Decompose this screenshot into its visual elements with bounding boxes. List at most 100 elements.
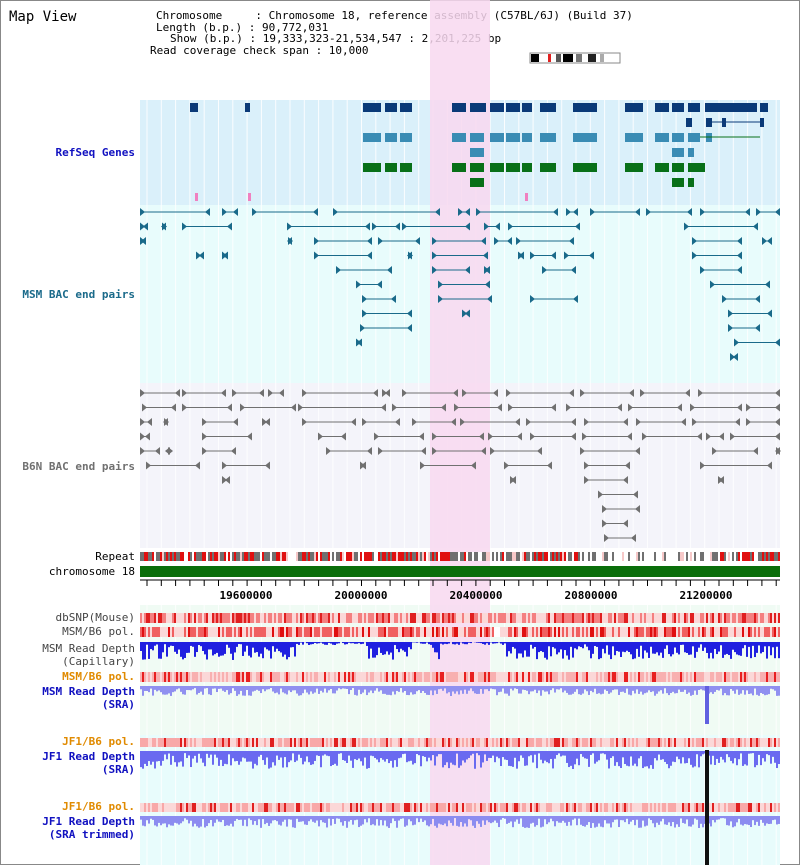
jf1-b6-strip — [276, 738, 278, 747]
jf1-sra-depth-bar — [452, 751, 454, 765]
msm-capillary-depth-bar — [156, 642, 158, 645]
jf1-trim-depth-bar — [394, 816, 396, 822]
dbsnp-strip — [420, 613, 422, 623]
msm-sra-depth-bar — [564, 686, 566, 691]
dbsnp-strip — [284, 613, 286, 623]
repeat-block — [428, 552, 430, 561]
msm-capillary-depth-bar — [680, 642, 682, 645]
msm-b6-sra-strip — [580, 672, 582, 682]
msm-b6-sra-strip — [646, 672, 648, 682]
msm-capillary-depth-bar — [268, 642, 270, 651]
dbsnp-strip — [244, 613, 246, 623]
jf1-b6-trim-strip — [552, 803, 554, 812]
msm-sra-depth-bar — [728, 686, 730, 696]
jf1-trim-depth-bar — [206, 816, 208, 827]
msm-bac-pairs[interactable] — [140, 208, 780, 361]
msm-capillary-depth-bar — [500, 642, 502, 644]
repeat-block — [646, 552, 648, 561]
msm-sra-depth-bar — [770, 686, 772, 689]
jf1-trim-depth-bar — [282, 816, 284, 822]
b6n-bac-end — [471, 461, 476, 470]
repeat-block — [664, 552, 666, 561]
jf1-trim-depth-bar — [496, 816, 498, 823]
msm-b6-sra-strip — [540, 672, 542, 682]
jf1-b6-trim-strip — [656, 803, 658, 812]
msm-sra-depth-bar — [674, 686, 676, 694]
gene-exon — [625, 103, 643, 112]
chromosome-ideogram[interactable] — [529, 52, 621, 64]
msm-b6-strip — [460, 627, 462, 637]
msm-b6-strip — [214, 627, 216, 637]
msm-sra-depth-bar — [354, 686, 356, 695]
msm-sra-depth-bar — [222, 686, 224, 691]
jf1-trim-depth-bar — [602, 816, 604, 828]
chromosome-bar[interactable] — [140, 566, 780, 577]
b6n-bac-pairs[interactable] — [140, 389, 781, 542]
jf1-b6-strip — [544, 738, 546, 747]
msm-capillary-depth-bar — [622, 642, 624, 652]
msm-b6-sra-strip — [302, 672, 304, 682]
jf1-b6-strip — [532, 738, 534, 747]
jf1-sra-depth-bar — [498, 751, 500, 759]
jf1-b6-trim-strip — [344, 803, 346, 812]
msm-capillary-depth-bar — [562, 642, 564, 659]
msm-capillary-depth-bar — [226, 642, 228, 645]
repeat-block — [140, 552, 142, 561]
msm-b6-sra-strip — [386, 672, 388, 682]
b6n-bac-end — [625, 461, 630, 470]
jf1-trim-depth-bar — [604, 816, 606, 821]
msm-capillary-depth-bar — [546, 642, 548, 660]
jf1-trim-depth-bar — [416, 816, 418, 819]
msm-capillary-depth-bar — [484, 642, 486, 645]
msm-sra-depth-bar — [362, 686, 364, 693]
jf1-b6-strip — [348, 738, 350, 747]
b6n-bac-end — [146, 461, 151, 470]
msm-sra-depth-bar — [404, 686, 406, 691]
jf1-b6-strip — [566, 738, 568, 747]
repeat-block — [412, 552, 414, 561]
msm-sra-depth-bar — [432, 686, 434, 696]
jf1-sra-depth-bar — [454, 751, 456, 766]
dbsnp-strip — [614, 613, 616, 623]
jf1-b6-strip — [310, 738, 312, 747]
jf1-trim-depth-bar — [360, 816, 362, 826]
jf1-b6-strip — [412, 738, 414, 747]
msm-b6-sra-strip — [570, 672, 572, 682]
dbsnp-strip — [696, 613, 698, 623]
dbsnp-strip — [740, 613, 742, 623]
jf1-trim-depth-bar — [548, 816, 550, 823]
msm-b6-sra-strip — [364, 672, 366, 682]
msm-capillary-depth-bar — [522, 642, 524, 658]
jf1-b6-strip — [202, 738, 204, 747]
msm-sra-depth-bar — [204, 686, 206, 689]
msm-sra-depth-bar — [646, 686, 648, 693]
msm-b6-sra-strip — [388, 672, 390, 682]
jf1-trim-depth-bar — [462, 816, 464, 827]
selected-region-highlight[interactable] — [430, 0, 490, 865]
msm-b6-sra-strip — [182, 672, 184, 682]
jf1-trim-depth-bar — [694, 816, 696, 819]
read-depth-tracks[interactable] — [140, 642, 780, 828]
msm-bac-end — [573, 208, 578, 216]
repeat-block — [332, 552, 334, 561]
refseq-genes[interactable] — [190, 103, 768, 201]
msm-b6-sra-strip — [652, 672, 654, 682]
msm-sra-depth-bar — [598, 686, 600, 694]
dbsnp-strip — [162, 613, 164, 623]
msm-capillary-depth-bar — [420, 642, 422, 644]
msm-sra-depth-bar — [650, 686, 652, 693]
repeat-track[interactable] — [140, 552, 780, 561]
msm-sra-depth-bar — [358, 686, 360, 690]
dbsnp-strip — [542, 613, 544, 623]
dbsnp-strip — [524, 613, 526, 623]
msm-bac-end — [432, 251, 437, 260]
jf1-b6-trim-strip — [238, 803, 240, 812]
gene-exon — [506, 163, 520, 172]
msm-b6-sra-strip — [412, 672, 414, 682]
jf1-sra-depth-bar — [720, 751, 722, 757]
jf1-b6-trim-strip — [634, 803, 636, 812]
axis-tick-labels: 19600000 20000000 20400000 20800000 21200000 — [220, 589, 733, 602]
msm-b6-strip — [774, 627, 776, 637]
msm-sra-depth-bar — [296, 686, 298, 694]
